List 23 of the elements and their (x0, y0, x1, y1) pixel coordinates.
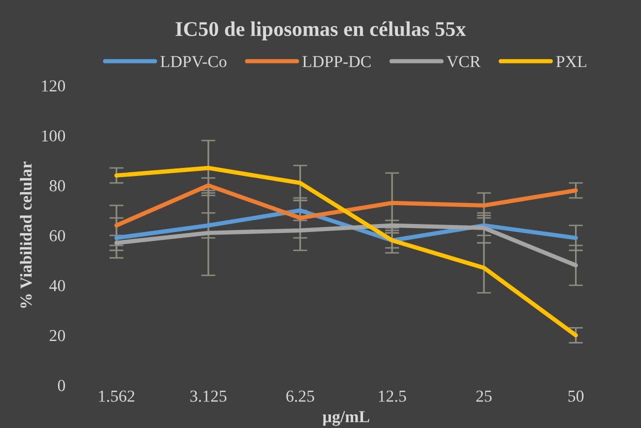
line-series (114, 183, 578, 228)
x-axis-title: µg/mL (322, 411, 370, 426)
y-tick-label: 60 (50, 230, 66, 242)
y-tick-label: 20 (50, 330, 66, 342)
line-series (114, 166, 578, 338)
legend-label: LDPV-Co (160, 56, 226, 68)
x-tick-label: 25 (476, 390, 492, 402)
chart-title: IC50 de liposomas en células 55x (176, 21, 466, 40)
legend-label: PXL (556, 56, 586, 68)
x-tick-label: 50 (568, 390, 584, 402)
x-tick-label: 12.5 (378, 390, 406, 402)
line-series (114, 223, 578, 268)
y-tick-label: 120 (42, 80, 66, 92)
x-tick-label: 6.25 (286, 390, 314, 402)
y-tick-label: 40 (49, 280, 66, 292)
legend-label: VCR (446, 56, 481, 68)
legend-label: LDPP-DC (302, 56, 371, 68)
y-tick-label: 0 (58, 380, 66, 392)
y-tick-label: 100 (42, 130, 66, 142)
y-tick-label: 80 (50, 180, 66, 192)
x-tick-label: 3.125 (190, 390, 226, 402)
y-axis-title: % Viabilidad celular (20, 162, 32, 308)
x-tick-label: 1.562 (99, 390, 134, 402)
